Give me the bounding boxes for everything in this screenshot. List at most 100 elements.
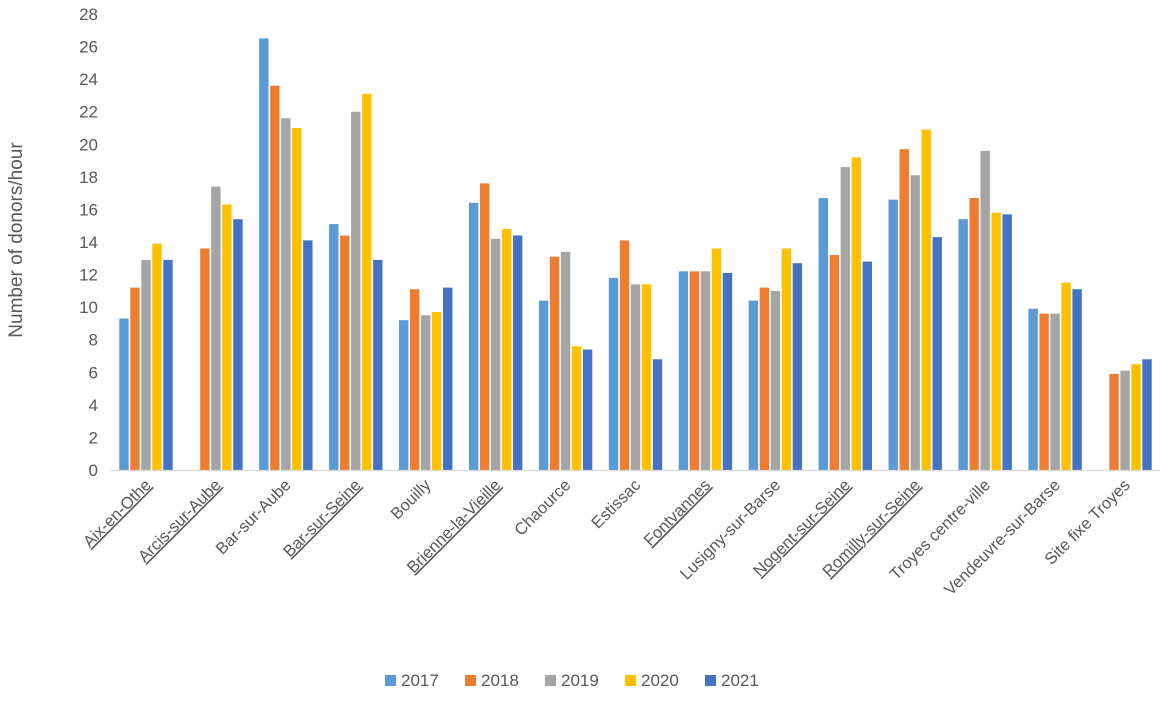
legend-label: 2018 — [481, 671, 519, 690]
bar-2018-4 — [340, 235, 350, 470]
y-tick-label: 28 — [79, 5, 98, 24]
bar-2017-5 — [399, 320, 409, 470]
x-tick-label: Estissac — [588, 476, 644, 532]
bar-2020-7 — [571, 346, 582, 470]
y-tick-label: 22 — [79, 103, 98, 122]
legend-swatch-2021 — [705, 675, 716, 686]
bar-2021-10 — [792, 263, 803, 470]
legend-label: 2017 — [401, 671, 439, 690]
bar-2020-1 — [152, 243, 162, 470]
bar-2018-5 — [410, 289, 420, 470]
bar-2019-12 — [910, 175, 920, 471]
bar-2018-13 — [969, 198, 979, 470]
bar-2020-13 — [991, 212, 1001, 470]
bar-2019-10 — [770, 290, 781, 470]
bar-2020-9 — [711, 248, 722, 470]
bar-2017-11 — [818, 198, 828, 470]
bar-2019-4 — [351, 111, 361, 471]
bar-2018-15 — [1109, 373, 1119, 470]
bar-2020-12 — [921, 129, 931, 470]
bar-2021-15 — [1142, 359, 1152, 470]
bar-2019-1 — [141, 259, 151, 470]
bar-2017-3 — [259, 38, 269, 471]
x-tick-label: Aix-en-Othe — [80, 476, 155, 551]
bar-2021-12 — [932, 237, 942, 470]
y-tick-label: 2 — [89, 428, 98, 447]
bar-2020-14 — [1061, 282, 1071, 470]
bar-2018-9 — [689, 271, 700, 470]
y-tick-label: 24 — [79, 70, 98, 89]
bar-2019-15 — [1120, 370, 1130, 470]
bar-2021-11 — [862, 261, 872, 470]
y-tick-label: 14 — [79, 233, 98, 252]
bar-2018-11 — [829, 255, 839, 470]
y-axis-title: Number of donors/hour — [6, 142, 27, 338]
bar-2021-1 — [163, 259, 173, 470]
bar-2020-15 — [1131, 364, 1141, 470]
legend-swatch-2018 — [465, 675, 476, 686]
bar-2019-13 — [980, 150, 990, 471]
bars-group — [119, 38, 1152, 471]
y-tick-label: 10 — [79, 298, 98, 317]
bar-2021-9 — [722, 272, 733, 470]
legend-label: 2021 — [721, 671, 759, 690]
bar-2020-5 — [432, 312, 442, 470]
bar-2017-12 — [888, 199, 898, 470]
bar-2017-1 — [119, 318, 129, 470]
x-tick-label: Vendeuvre-sur-Barse — [941, 476, 1064, 599]
x-axis-labels: Aix-en-OtheArcis-sur-AubeBar-sur-AubeBar… — [80, 476, 1134, 600]
bar-2019-2 — [211, 186, 221, 470]
y-tick-label: 12 — [79, 266, 98, 285]
bar-2021-13 — [1002, 214, 1012, 470]
legend-swatch-2019 — [545, 675, 556, 686]
bar-2017-6 — [468, 202, 479, 470]
bar-2017-14 — [1028, 308, 1038, 470]
bar-2018-7 — [549, 256, 560, 470]
x-tick-label: Fontvannes — [641, 476, 715, 550]
bar-2017-8 — [608, 277, 619, 470]
bar-2019-6 — [490, 238, 501, 470]
y-tick-label: 0 — [89, 461, 98, 480]
legend-swatch-2017 — [385, 675, 396, 686]
bar-2018-2 — [200, 248, 210, 470]
legend-swatch-2020 — [625, 675, 636, 686]
bar-2020-8 — [641, 284, 652, 470]
x-tick-label: Bouilly — [387, 476, 435, 524]
bar-2018-10 — [759, 287, 770, 470]
bar-2020-4 — [362, 93, 372, 471]
legend-label: 2019 — [561, 671, 599, 690]
bar-2021-3 — [303, 240, 313, 470]
bar-2021-5 — [443, 287, 453, 470]
y-tick-label: 8 — [89, 331, 98, 350]
bar-2020-3 — [292, 128, 302, 470]
bar-2017-9 — [678, 271, 689, 470]
bar-2020-6 — [501, 228, 512, 470]
bar-2021-14 — [1072, 289, 1082, 470]
bar-2019-3 — [281, 118, 291, 470]
bar-2019-7 — [560, 251, 571, 470]
y-tick-label: 16 — [79, 200, 98, 219]
bar-2019-14 — [1050, 313, 1060, 470]
x-tick-label: Chaource — [511, 476, 574, 539]
bar-2017-4 — [329, 224, 339, 470]
bar-2021-8 — [652, 359, 663, 470]
bar-2020-11 — [851, 157, 861, 470]
bar-2019-9 — [700, 271, 711, 470]
bar-2018-6 — [479, 183, 490, 470]
bar-2021-7 — [582, 349, 593, 470]
legend-label: 2020 — [641, 671, 679, 690]
bar-2018-8 — [619, 240, 630, 470]
y-tick-label: 26 — [79, 38, 98, 57]
bar-2017-10 — [748, 300, 759, 470]
bar-2017-7 — [538, 300, 549, 470]
bar-2019-11 — [840, 167, 850, 470]
bar-2017-13 — [958, 219, 968, 470]
y-tick-label: 4 — [89, 396, 98, 415]
bar-2021-4 — [373, 259, 383, 470]
bar-2019-5 — [421, 315, 431, 470]
bar-2018-14 — [1039, 313, 1049, 470]
bar-2018-12 — [899, 149, 909, 471]
